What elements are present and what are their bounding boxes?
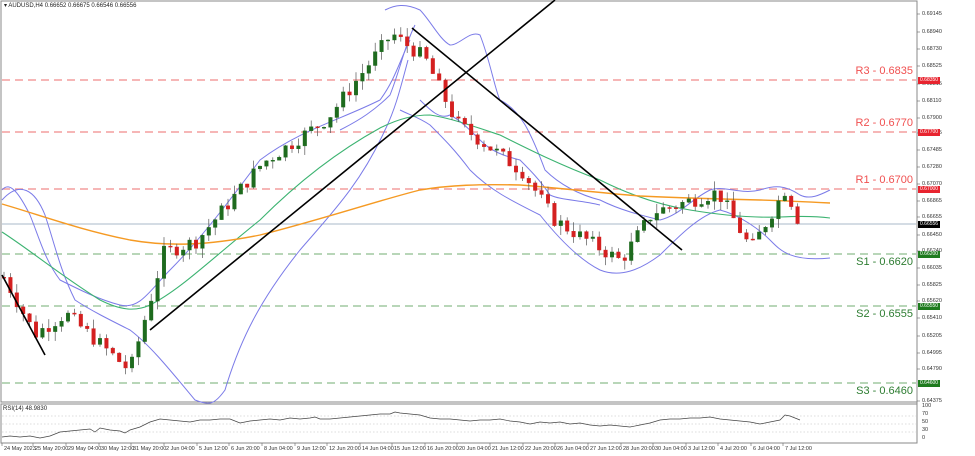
rsi-label: RSI(14) 48.9830	[3, 406, 48, 412]
rsi-line	[1, 411, 801, 439]
price-tick-label: 0.66450	[922, 232, 942, 238]
time-tick-label: 3 Jul 12:00	[688, 446, 715, 452]
time-tick-label: 24 May 2023	[4, 446, 36, 452]
time-tick-label: 4 Jul 20:00	[720, 446, 747, 452]
time-tick-label: 22 Jun 20:00	[525, 446, 557, 452]
level-label-r2: R2 - 0.6770	[855, 117, 913, 129]
time-tick-label: 7 Jul 12:00	[785, 446, 812, 452]
time-tick-label: 8 Jun 04:00	[264, 446, 293, 452]
price-tick-label: 0.68940	[922, 29, 942, 35]
rsi-tick-label: 50	[922, 419, 929, 425]
rsi-plot-frame	[0, 403, 918, 444]
price-tag: 0.67700	[918, 129, 941, 136]
time-tick-label: 20 Jun 04:00	[459, 446, 491, 452]
rsi-tick-label: 0	[922, 435, 926, 441]
rsi-tick-label: 100	[922, 403, 932, 409]
time-tick-label: 2 Jun 04:00	[166, 446, 195, 452]
time-tick-label: 25 May 20:00	[35, 446, 69, 452]
price-tick-label: 0.67070	[922, 181, 942, 187]
price-tick-label: 0.65205	[922, 333, 942, 339]
time-tick-label: 15 Jun 12:00	[394, 446, 426, 452]
level-label-r1: R1 - 0.6700	[855, 174, 913, 186]
time-tick-label: 30 May 12:00	[101, 446, 135, 452]
price-tick-label: 0.66035	[922, 265, 942, 271]
level-label-s1: S1 - 0.6620	[856, 256, 913, 268]
price-tag: 0.66200	[918, 251, 941, 258]
price-tick-label: 0.65620	[922, 298, 942, 304]
price-tick-label: 0.68525	[922, 63, 942, 69]
candlesticks	[2, 27, 800, 375]
level-label-r3: R3 - 0.6835	[855, 65, 913, 77]
price-tick-label: 0.64790	[922, 366, 942, 372]
time-tick-label: 27 Jun 12:00	[590, 446, 622, 452]
price-tag: 0.67000	[918, 186, 941, 193]
rsi-tick-label: 70	[922, 411, 929, 417]
price-tag: 0.68350	[918, 77, 941, 84]
price-tick-label: 0.67900	[922, 115, 942, 121]
price-tick-label: 0.66865	[922, 198, 942, 204]
time-tick-label: 9 Jun 12:00	[297, 446, 326, 452]
price-tick-label: 0.65410	[922, 315, 942, 321]
time-tick-label: 26 Jun 04:00	[557, 446, 589, 452]
price-tick-label: 0.68315	[922, 81, 942, 87]
price-tick-label: 0.67485	[922, 147, 942, 153]
price-tag: 0.66556	[918, 221, 941, 228]
price-tick-label: 0.64375	[922, 398, 942, 404]
rsi-tick-label: 30	[922, 427, 929, 433]
time-tick-label: 16 Jun 20:00	[427, 446, 459, 452]
price-tick-label: 0.65825	[922, 282, 942, 288]
price-tick-label: 0.69145	[922, 11, 942, 17]
time-tick-label: 31 May 20:00	[133, 446, 167, 452]
price-tick-label: 0.64995	[922, 350, 942, 356]
time-tick-label: 5 Jun 12:00	[199, 446, 228, 452]
time-tick-label: 6 Jun 20:00	[231, 446, 260, 452]
time-tick-label: 12 Jun 20:00	[329, 446, 361, 452]
price-tick-label: 0.66655	[922, 214, 942, 220]
price-tick-label: 0.67280	[922, 164, 942, 170]
time-tick-label: 14 Jun 04:00	[362, 446, 394, 452]
price-tag: 0.64600	[918, 380, 941, 387]
trend-lines	[1, 0, 683, 356]
ma-green-line	[1, 114, 831, 310]
time-tick-label: 6 Jul 04:00	[753, 446, 780, 452]
price-tick-label: 0.68730	[922, 46, 942, 52]
time-tick-label: 30 Jun 04:00	[655, 446, 687, 452]
price-tag: 0.65550	[918, 303, 941, 310]
time-tick-label: 21 Jun 12:00	[492, 446, 524, 452]
time-tick-label: 28 Jun 20:00	[623, 446, 655, 452]
level-label-s2: S2 - 0.6555	[856, 308, 913, 320]
time-tick-label: 29 May 04:00	[68, 446, 102, 452]
main-plot-frame	[0, 0, 918, 403]
chart-title: ▾ AUDUSD,H4 0.66652 0.66675 0.66546 0.66…	[4, 3, 137, 9]
support-resistance-lines	[2, 79, 916, 384]
price-tick-label: 0.68110	[922, 98, 942, 104]
level-label-s3: S3 - 0.6460	[856, 385, 913, 397]
